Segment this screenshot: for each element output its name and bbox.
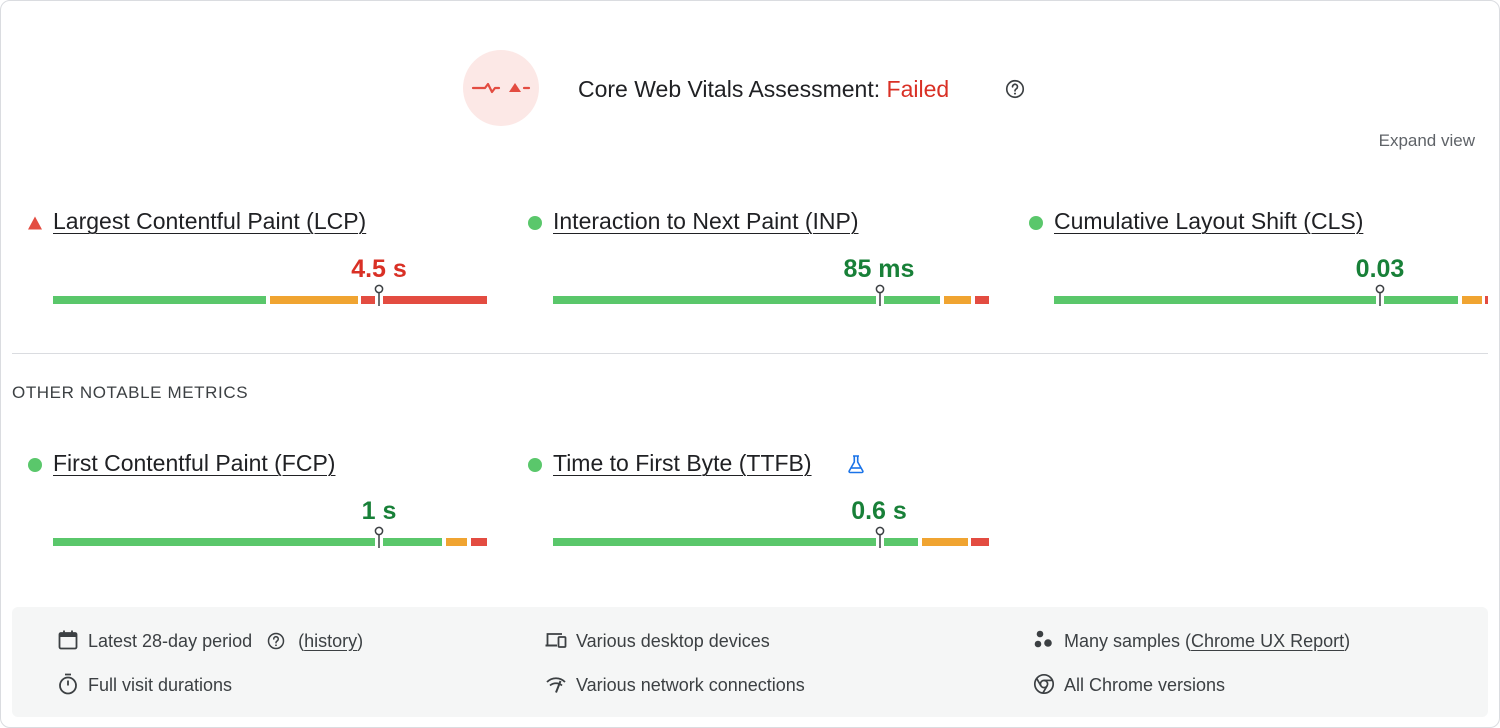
bar-segment-poor (1485, 296, 1488, 304)
footer-durations-text: Full visit durations (88, 675, 233, 695)
help-circle-icon[interactable] (1004, 78, 1026, 100)
stopwatch-icon (59, 673, 77, 695)
network-signal-icon (546, 677, 566, 693)
help-circle-icon[interactable] (266, 631, 286, 651)
footer-period-text: Latest 28-day period (88, 631, 253, 651)
metric-lcp: Largest Contentful Paint (LCP) 4.5 s (27, 204, 497, 314)
p75-marker-icon (374, 526, 384, 548)
bar-segment-needs-improvement (270, 296, 358, 304)
bar-segment-poor (971, 538, 989, 546)
footer-devices-text: Various desktop devices (576, 631, 770, 651)
samples-dots-icon (1034, 630, 1052, 648)
p75-marker-icon (875, 526, 885, 548)
failed-vitals-icon (471, 82, 531, 94)
bar-segment-good (53, 296, 266, 304)
distribution-bar (1054, 284, 1488, 306)
bar-segment-good (383, 538, 442, 546)
metric-name-link[interactable]: Largest Contentful Paint (LCP) (53, 208, 367, 234)
metric-name-link[interactable]: First Contentful Paint (FCP) (53, 450, 336, 476)
chrome-logo-icon (1033, 673, 1055, 695)
distribution-bar (553, 284, 989, 306)
bar-segment-good (553, 296, 876, 304)
p75-marker-icon (875, 284, 885, 306)
metric-value: 0.6 s (851, 497, 907, 525)
assessment-label: Core Web Vitals Assessment: (578, 76, 881, 102)
bar-segment-good (53, 538, 375, 546)
bar-segment-good (884, 538, 918, 546)
calendar-icon (58, 630, 78, 650)
metric-value: 85 ms (843, 255, 915, 283)
distribution-bar (53, 284, 487, 306)
metric-inp: Interaction to Next Paint (INP) 85 ms (527, 204, 997, 314)
flask-experimental-icon[interactable] (847, 454, 865, 474)
green-dot-icon (528, 216, 542, 230)
section-divider (12, 353, 1488, 354)
assessment-status: Failed (886, 76, 950, 102)
metric-name-link[interactable]: Time to First Byte (TTFB) (553, 450, 812, 476)
bar-segment-needs-improvement (944, 296, 971, 304)
triangle-warning-icon (28, 216, 42, 230)
metric-value: 4.5 s (351, 255, 407, 283)
history-link[interactable]: history (304, 631, 358, 651)
green-dot-icon (528, 458, 542, 472)
bar-segment-poor (471, 538, 487, 546)
footer-samples-suffix: ) (1344, 631, 1351, 651)
p75-marker-icon (374, 284, 384, 306)
metric-cls: Cumulative Layout Shift (CLS) 0.03 (1028, 204, 1498, 314)
bar-segment-poor (361, 296, 375, 304)
assessment-title: Core Web Vitals Assessment: Failed (578, 74, 949, 104)
expand-view-button[interactable]: Expand view (1378, 131, 1475, 150)
bar-segment-needs-improvement (1462, 296, 1482, 304)
bar-segment-poor (975, 296, 989, 304)
footer-network-text: Various network connections (576, 675, 805, 695)
footer-versions-text: All Chrome versions (1064, 675, 1226, 695)
footer-samples-text: Many samples ( (1064, 631, 1192, 651)
metric-name-link[interactable]: Interaction to Next Paint (INP) (553, 208, 859, 234)
green-dot-icon (1029, 216, 1043, 230)
bar-segment-good (553, 538, 876, 546)
metric-value: 0.03 (1355, 255, 1405, 283)
bar-segment-good (1384, 296, 1458, 304)
p75-marker-icon (1375, 284, 1385, 306)
chrome-ux-report-link[interactable]: Chrome UX Report (1191, 631, 1345, 651)
bar-segment-poor (383, 296, 487, 304)
bar-segment-needs-improvement (922, 538, 968, 546)
failed-vitals-badge (463, 50, 539, 126)
data-source-footer: Latest 28-day period (history) Various de… (12, 607, 1488, 717)
distribution-bar (53, 526, 487, 548)
metric-name-link[interactable]: Cumulative Layout Shift (CLS) (1054, 208, 1364, 234)
devices-icon (545, 633, 567, 648)
metric-ttfb: Time to First Byte (TTFB) 0.6 s (527, 446, 997, 556)
bar-segment-good (1054, 296, 1376, 304)
distribution-bar (553, 526, 989, 548)
green-dot-icon (28, 458, 42, 472)
bar-segment-good (884, 296, 940, 304)
metric-fcp: First Contentful Paint (FCP) 1 s (27, 446, 497, 556)
metric-value: 1 s (361, 497, 397, 525)
other-metrics-title: OTHER NOTABLE METRICS (12, 383, 249, 402)
bar-segment-needs-improvement (446, 538, 467, 546)
